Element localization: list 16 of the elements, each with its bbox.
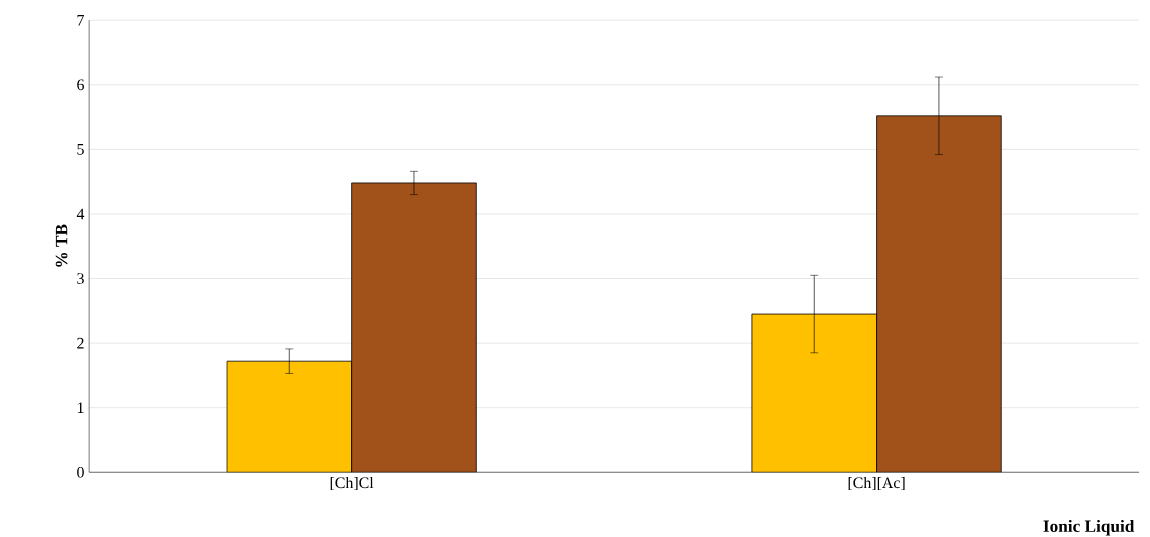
x-tick-label: [Ch]Cl — [330, 476, 374, 491]
y-tick-label: 6 — [77, 79, 84, 91]
bar — [351, 182, 477, 473]
x-axis-title: Ionic Liquid — [1043, 519, 1135, 536]
bar — [226, 360, 353, 473]
bar — [876, 115, 1002, 473]
y-tick-label: 1 — [77, 402, 84, 413]
y-tick-label: 3 — [77, 273, 84, 284]
y-tick-label: 0 — [77, 466, 84, 478]
y-tick-label: 4 — [76, 208, 85, 220]
y-tick-label: 5 — [77, 144, 84, 155]
x-tick-label: [Ch][Ac] — [848, 476, 905, 491]
bar — [751, 313, 877, 473]
y-tick-label: 2 — [77, 337, 84, 349]
y-tick-label: 7 — [77, 15, 84, 26]
y-axis-title: % TB — [55, 224, 68, 267]
